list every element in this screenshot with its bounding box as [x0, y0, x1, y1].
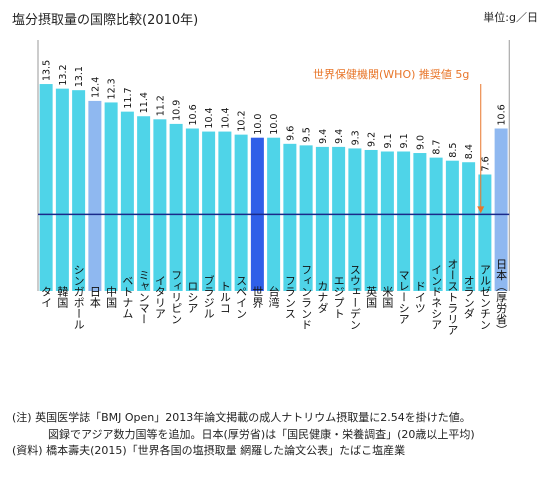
- category-label: フランス: [283, 275, 296, 319]
- value-label: 7.6: [480, 156, 491, 171]
- category-label: オランダ: [462, 275, 475, 319]
- bar: [397, 151, 411, 291]
- bar: [88, 100, 102, 292]
- value-label: 11.7: [123, 87, 134, 108]
- category-label: イタリア: [153, 275, 166, 319]
- value-label: 9.6: [285, 126, 296, 141]
- bar: [120, 111, 134, 291]
- value-label: 12.4: [90, 77, 101, 98]
- category-label: シンガポール: [72, 264, 85, 330]
- category-label: 世界: [251, 286, 264, 309]
- value-label: 9.4: [318, 129, 329, 144]
- category-label: ドイツ: [413, 281, 426, 314]
- bar: [332, 146, 346, 291]
- category-label: アルゼンチン: [478, 264, 491, 330]
- category-label: オーストラリア: [446, 258, 459, 335]
- category-label: ベトナム: [121, 275, 134, 319]
- bar: [348, 148, 362, 291]
- bar: [185, 128, 199, 291]
- who-arrow-head: [477, 206, 485, 214]
- source-line: (資料) 橋本壽夫(2015)「世界各国の塩摂取量 網羅した論文公表」たばこ塩産…: [12, 444, 406, 457]
- value-label: 9.3: [350, 130, 361, 145]
- bar: [137, 116, 151, 291]
- bar: [413, 153, 427, 291]
- bar-chart: 13.5 タイ 13.2 韓国 13.1 シンガポール 12.4 日本 12.3 中国 11.7 ベト…: [37, 40, 510, 336]
- bar: [364, 149, 378, 291]
- value-label: 12.3: [107, 78, 118, 99]
- bar: [218, 131, 232, 291]
- bar: [429, 157, 443, 291]
- value-label: 13.5: [42, 60, 53, 81]
- value-label: 11.4: [139, 92, 150, 113]
- value-label: 11.2: [155, 95, 166, 116]
- category-label: ブラジル: [202, 274, 215, 319]
- bar: [169, 123, 183, 291]
- category-label: マレーシア: [397, 270, 410, 325]
- category-label: インドネシア: [430, 264, 443, 330]
- bar: [202, 131, 216, 291]
- who-label: 世界保健機関(WHO) 推奨値 5g: [313, 67, 469, 81]
- notes: (注) 英国医学誌「BMJ Open」2013年論文掲載の成人ナトリウム摂取量に…: [12, 410, 475, 460]
- chart-title: 塩分摂取量の国際比較(2010年): [12, 13, 199, 28]
- category-label: 韓国: [56, 286, 69, 309]
- value-label: 10.0: [269, 114, 280, 135]
- category-label: 日本: [88, 286, 101, 309]
- category-label: カナダ: [316, 280, 329, 313]
- bar: [462, 162, 476, 291]
- bar: [315, 146, 329, 291]
- value-label: 10.0: [253, 114, 264, 135]
- category-label: 中国: [105, 286, 118, 309]
- bar: [445, 160, 459, 291]
- bar: [234, 134, 248, 291]
- value-label: 8.4: [464, 144, 475, 159]
- value-label: 9.0: [415, 135, 426, 150]
- category-label: スペイン: [235, 275, 248, 319]
- value-label: 9.1: [383, 133, 394, 148]
- bar: [478, 174, 492, 291]
- value-label: 10.9: [172, 100, 183, 121]
- value-label: 10.4: [204, 107, 215, 128]
- bar: [299, 145, 313, 291]
- value-label: 13.1: [74, 66, 85, 87]
- category-label: フィリピン: [170, 270, 183, 325]
- bar: [283, 143, 297, 291]
- bar: [55, 88, 69, 291]
- category-label: ロシア: [186, 281, 199, 314]
- category-label: 英国: [365, 285, 378, 309]
- note-line-1: (注) 英国医学誌「BMJ Open」2013年論文掲載の成人ナトリウム摂取量に…: [12, 411, 471, 424]
- value-label: 10.2: [237, 110, 248, 131]
- value-label: 13.2: [58, 64, 69, 85]
- note-line-2: 図録でアジア数力国等を追加。日本(厚労省)は「国民健康・栄養調査」(20歳以上平…: [48, 427, 475, 441]
- value-label: 9.4: [334, 129, 345, 144]
- category-label: タイ: [40, 286, 53, 308]
- bar: [72, 90, 86, 291]
- category-label: 台湾: [267, 285, 280, 309]
- category-label: フィンランド: [300, 264, 313, 330]
- bar: [39, 84, 53, 291]
- bar: [104, 102, 118, 291]
- value-label: 8.5: [448, 143, 459, 158]
- category-label: スウェーデン: [348, 264, 361, 330]
- value-label: 10.4: [220, 107, 231, 128]
- value-label: 10.6: [497, 104, 508, 125]
- category-label: トルコ: [218, 281, 231, 314]
- unit-label: 単位:g／日: [483, 11, 538, 24]
- category-label: ミャンマー: [137, 270, 150, 325]
- value-label: 9.1: [399, 133, 410, 148]
- category-label: 日本（厚労省）: [495, 259, 508, 336]
- category-label: 米国: [381, 286, 394, 309]
- value-label: 9.2: [367, 132, 378, 147]
- bar: [494, 128, 508, 291]
- bar: [153, 119, 167, 291]
- value-label: 8.7: [432, 140, 443, 155]
- value-label: 10.6: [188, 104, 199, 125]
- value-label: 9.5: [302, 127, 313, 142]
- bar: [380, 151, 394, 291]
- category-label: エジプト: [332, 275, 345, 319]
